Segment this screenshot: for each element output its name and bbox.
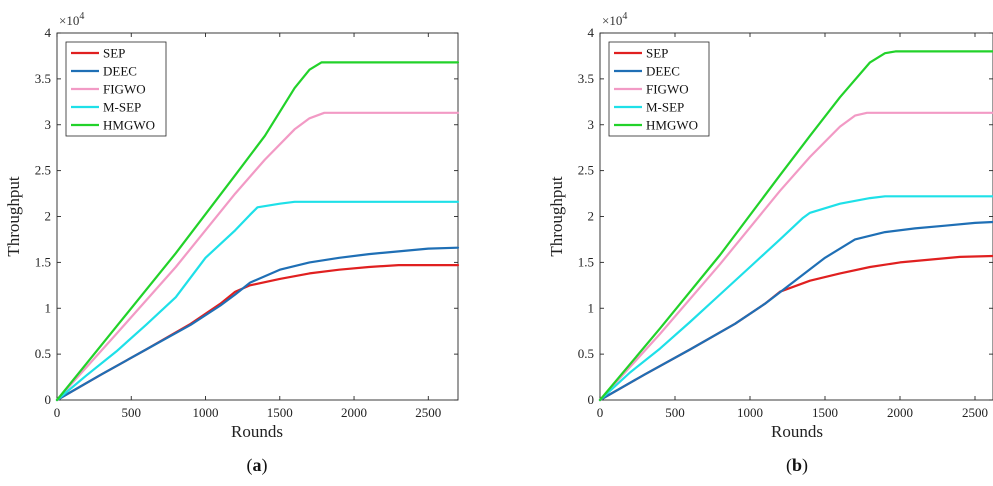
panel-label-close: ) xyxy=(262,455,268,476)
y-axis-exponent: ×104 xyxy=(602,11,627,28)
y-tick-label: 0 xyxy=(588,392,595,407)
legend-label-sep: SEP xyxy=(103,46,125,61)
y-tick-label: 2.5 xyxy=(578,163,594,178)
legend-label-m-sep: M-SEP xyxy=(103,100,141,115)
x-tick-label: 500 xyxy=(122,405,142,420)
y-tick-label: 1.5 xyxy=(578,254,594,269)
exponent-power: 4 xyxy=(79,11,84,22)
series-line-deec xyxy=(55,246,460,402)
series-line-figwo xyxy=(55,111,460,402)
legend-label-deec: DEEC xyxy=(646,64,680,79)
x-tick-label: 0 xyxy=(54,405,61,420)
legend-label-hmgwo: HMGWO xyxy=(103,118,155,133)
exponent-base: ×10 xyxy=(602,13,622,28)
y-tick-label: 3.5 xyxy=(578,71,594,86)
legend: SEP DEEC FIGWO M-SEP HMGWO xyxy=(608,41,710,137)
series-line-figwo xyxy=(598,111,993,402)
x-tick-label: 2500 xyxy=(415,405,441,420)
x-tick-label: 500 xyxy=(665,405,685,420)
x-tick-label: 1500 xyxy=(812,405,838,420)
legend: SEP DEEC FIGWO M-SEP HMGWO xyxy=(65,41,167,137)
y-tick-label: 0.5 xyxy=(35,346,51,361)
y-tick-label: 1 xyxy=(45,300,52,315)
panel-label-letter: b xyxy=(792,455,802,475)
series-line-m-sep xyxy=(598,195,993,402)
x-tick-label: 1000 xyxy=(193,405,219,420)
series-line-hmgwo xyxy=(598,50,993,402)
y-axis-label: Throughput xyxy=(4,176,23,257)
exponent-base: ×10 xyxy=(59,13,79,28)
legend-label-figwo: FIGWO xyxy=(646,82,689,97)
y-tick-label: 1.5 xyxy=(35,254,51,269)
panel-label-open: ( xyxy=(247,455,253,476)
legend-label-figwo: FIGWO xyxy=(103,82,146,97)
y-axis-label: Throughput xyxy=(547,176,566,257)
x-tick-label: 2500 xyxy=(962,405,988,420)
chart-panel-a: 0 0.5 1 1.5 2 2.5 3 3.5 4 0 500 1000 1500 2000 2500 ×10… xyxy=(4,11,460,476)
x-axis-label: Rounds xyxy=(231,422,283,441)
panel-label-close: ) xyxy=(802,455,808,476)
y-tick-label: 1 xyxy=(588,300,595,315)
y-tick-label: 3 xyxy=(588,117,595,132)
y-tick-label: 2 xyxy=(45,209,52,224)
y-tick-label: 0.5 xyxy=(578,346,594,361)
x-tick-label: 1000 xyxy=(737,405,763,420)
y-tick-label: 4 xyxy=(45,25,52,40)
legend-label-m-sep: M-SEP xyxy=(646,100,684,115)
y-tick-label: 0 xyxy=(45,392,52,407)
y-tick-label: 3.5 xyxy=(35,71,51,86)
legend-label-hmgwo: HMGWO xyxy=(646,118,698,133)
panel-label: (b) xyxy=(786,455,808,476)
legend-label-deec: DEEC xyxy=(103,64,137,79)
series-line-deec xyxy=(598,220,993,402)
x-tick-label: 0 xyxy=(597,405,604,420)
series-line-hmgwo xyxy=(55,61,460,402)
panel-label-open: ( xyxy=(786,455,792,476)
y-tick-label: 3 xyxy=(45,117,52,132)
y-tick-label: 2 xyxy=(588,209,595,224)
panel-label-letter: a xyxy=(253,455,262,475)
panel-label: (a) xyxy=(247,455,268,476)
exponent-power: 4 xyxy=(622,11,627,22)
legend-label-sep: SEP xyxy=(646,46,668,61)
series-line-m-sep xyxy=(55,200,460,402)
y-tick-label: 4 xyxy=(588,25,595,40)
x-axis-label: Rounds xyxy=(771,422,823,441)
x-tick-label: 2000 xyxy=(341,405,367,420)
y-tick-label: 2.5 xyxy=(35,163,51,178)
chart-panel-b: 0 0.5 1 1.5 2 2.5 3 3.5 4 0 500 1000 1500 2000 2500 ×10… xyxy=(547,11,993,476)
x-tick-label: 1500 xyxy=(267,405,293,420)
x-tick-label: 2000 xyxy=(887,405,913,420)
y-axis-exponent: ×104 xyxy=(59,11,84,28)
